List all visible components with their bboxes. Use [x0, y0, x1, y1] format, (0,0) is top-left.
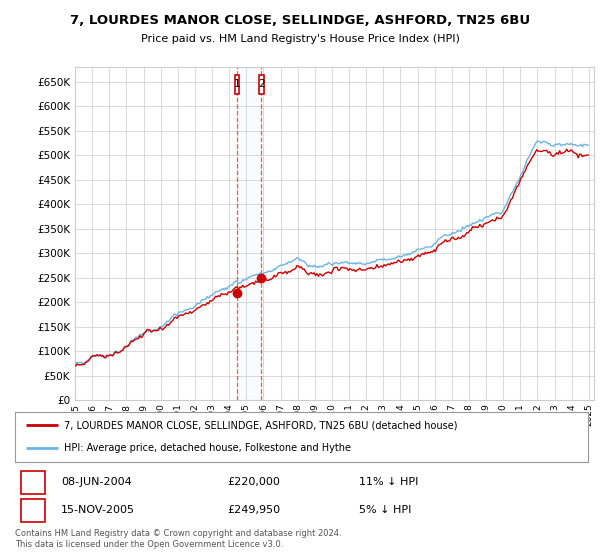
Text: 7, LOURDES MANOR CLOSE, SELLINDGE, ASHFORD, TN25 6BU: 7, LOURDES MANOR CLOSE, SELLINDGE, ASHFO… — [70, 14, 530, 27]
Text: 15-NOV-2005: 15-NOV-2005 — [61, 505, 135, 515]
Text: £220,000: £220,000 — [227, 477, 280, 487]
Text: 1: 1 — [233, 80, 241, 90]
Text: Contains HM Land Registry data © Crown copyright and database right 2024.
This d: Contains HM Land Registry data © Crown c… — [15, 529, 341, 549]
Text: 5% ↓ HPI: 5% ↓ HPI — [359, 505, 411, 515]
Bar — [259, 74, 263, 94]
Text: 1: 1 — [29, 477, 36, 487]
Bar — [21, 498, 45, 521]
Text: 7, LOURDES MANOR CLOSE, SELLINDGE, ASHFORD, TN25 6BU (detached house): 7, LOURDES MANOR CLOSE, SELLINDGE, ASHFO… — [64, 420, 457, 430]
Bar — [237, 67, 261, 400]
Bar — [235, 74, 239, 94]
Text: 2: 2 — [258, 80, 265, 90]
Text: Price paid vs. HM Land Registry's House Price Index (HPI): Price paid vs. HM Land Registry's House … — [140, 34, 460, 44]
Text: £249,950: £249,950 — [227, 505, 280, 515]
Bar — [21, 471, 45, 494]
Text: 08-JUN-2004: 08-JUN-2004 — [61, 477, 131, 487]
Text: 2: 2 — [29, 505, 36, 515]
Text: 11% ↓ HPI: 11% ↓ HPI — [359, 477, 418, 487]
Text: HPI: Average price, detached house, Folkestone and Hythe: HPI: Average price, detached house, Folk… — [64, 444, 351, 454]
